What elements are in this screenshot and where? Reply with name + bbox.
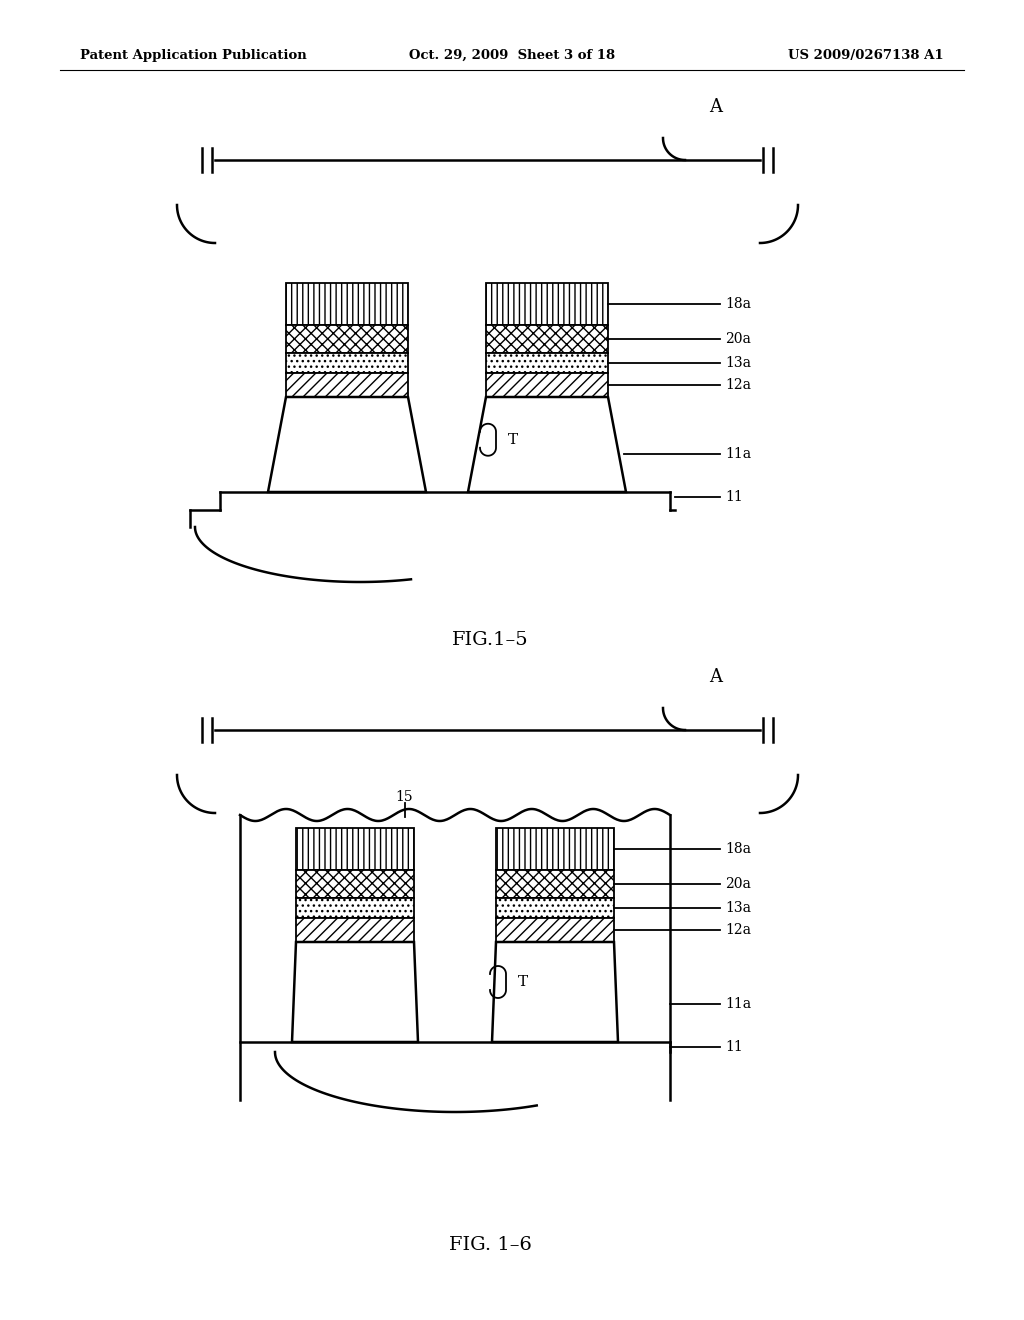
Bar [496,828,614,870]
Text: 13a: 13a [725,356,751,370]
Bar [496,898,614,917]
Polygon shape [492,942,618,1041]
Bar [286,282,408,325]
Bar [286,352,408,374]
Text: A: A [709,668,722,686]
Bar [296,870,414,898]
Bar [496,917,614,942]
Bar [486,352,608,374]
Text: A: A [709,98,722,116]
Text: T: T [508,433,518,446]
Text: 12a: 12a [725,378,751,392]
Text: 20a: 20a [725,876,751,891]
Polygon shape [268,397,426,492]
Bar [486,374,608,397]
Bar [296,828,414,870]
Text: 18a: 18a [725,297,751,312]
Text: FIG. 1–6: FIG. 1–6 [449,1236,531,1254]
Polygon shape [468,397,626,492]
Text: 11: 11 [725,490,742,504]
Text: 20a: 20a [725,333,751,346]
Text: 11a: 11a [725,447,752,461]
Text: 11a: 11a [725,997,752,1011]
Text: 18a: 18a [725,842,751,855]
Text: FIG.1–5: FIG.1–5 [452,631,528,649]
Bar [486,325,608,352]
Text: 13a: 13a [725,902,751,915]
Bar [486,282,608,325]
Text: Patent Application Publication: Patent Application Publication [80,49,307,62]
Text: 11: 11 [725,1040,742,1053]
Text: US 2009/0267138 A1: US 2009/0267138 A1 [788,49,944,62]
Bar [296,898,414,917]
Polygon shape [292,942,418,1041]
Bar [296,917,414,942]
Text: Oct. 29, 2009  Sheet 3 of 18: Oct. 29, 2009 Sheet 3 of 18 [409,49,615,62]
Text: 12a: 12a [725,923,751,937]
Bar [496,870,614,898]
Bar [286,374,408,397]
Bar [286,325,408,352]
Text: T: T [518,975,528,989]
Text: 15: 15 [395,789,413,804]
